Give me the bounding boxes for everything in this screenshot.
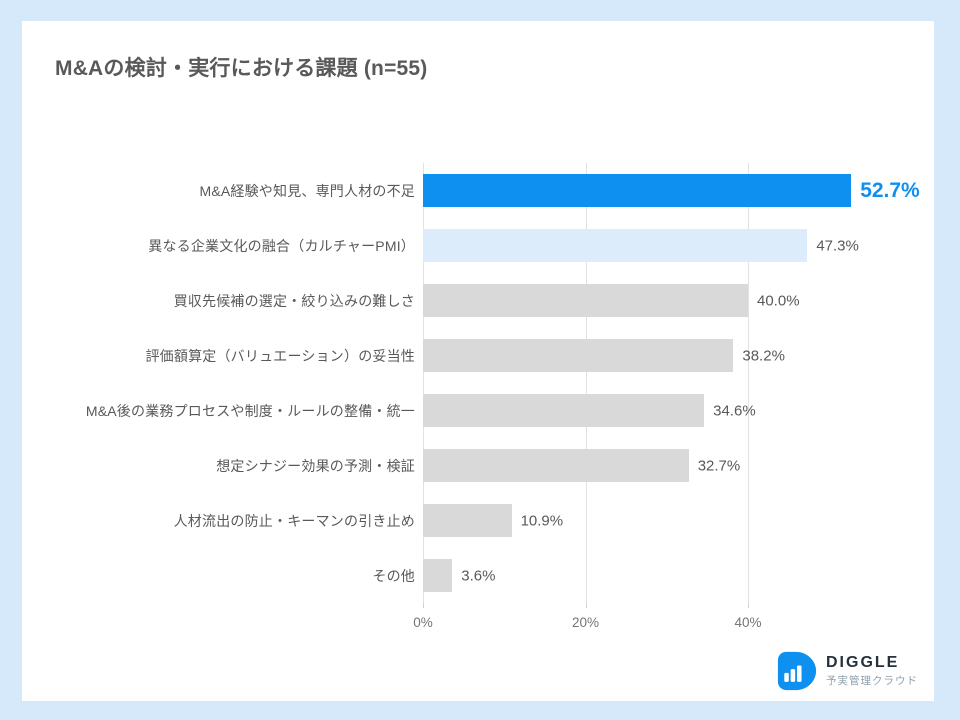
category-label: 想定シナジー効果の予測・検証 [216, 457, 415, 474]
brand-tagline: 予実管理クラウド [826, 675, 918, 687]
bar-value-label: 32.7% [697, 457, 741, 474]
category-label: M&A経験や知見、専門人材の不足 [199, 182, 415, 199]
gridline [423, 163, 424, 603]
bar-value-label: 38.2% [742, 347, 785, 364]
bar-value-label: 47.3% [816, 237, 859, 254]
category-label: 評価額算定（バリュエーション）の妥当性 [145, 347, 415, 364]
category-label: 人材流出の防止・キーマンの引き止め [173, 512, 415, 529]
chart-title: M&Aの検討・実行における課題 (n=55) [55, 57, 428, 80]
x-tick-label: 0% [413, 615, 433, 630]
bar-value-label: 34.6% [713, 402, 756, 419]
category-labels: M&A経験や知見、専門人材の不足異なる企業文化の融合（カルチャーPMI） 買収先候… [22, 163, 415, 603]
bar [423, 339, 734, 372]
bar [423, 559, 453, 592]
category-label: 異なる企業文化の融合（カルチャーPMI） [148, 237, 415, 254]
bar [423, 394, 705, 427]
plot-area: 52.7% 47.3% 40.0% 38.2% 34.6% 32.7% 10.9% 3.6% [423, 163, 928, 603]
category-label: その他 [372, 567, 415, 584]
x-tick-mark [748, 603, 749, 608]
x-tick-mark [423, 603, 424, 608]
bar [423, 504, 512, 537]
bar [423, 449, 689, 482]
bar-value-label: 40.0% [757, 292, 800, 309]
x-tick-label: 20% [571, 615, 600, 630]
x-tick-mark [585, 603, 587, 608]
gridline [748, 163, 749, 603]
x-axis: 0% 20% 40% [413, 603, 928, 643]
diggle-d-bar-chart-icon [777, 651, 817, 691]
bar-value-label: 3.6% [461, 567, 496, 584]
chart-card: M&Aの検討・実行における課題 (n=55) M&A経験や知見、専門人材の不足異… [22, 21, 934, 701]
brand-name: DIGGLE [826, 654, 900, 671]
bar-value-label: 10.9% [520, 512, 564, 529]
logo-text-block: DIGGLE 予実管理クラウド [826, 654, 918, 688]
gridline [585, 163, 587, 603]
bar-value-label: 52.7% [860, 178, 920, 202]
x-tick-label: 40% [734, 615, 762, 630]
bar [423, 229, 808, 262]
category-label: 買収先候補の選定・絞り込みの難しさ [173, 292, 415, 309]
category-label: M&A後の業務プロセスや制度・ルールの整備・統一 [85, 402, 415, 419]
brand-logo: DIGGLE 予実管理クラウド [777, 651, 918, 691]
bar [423, 284, 748, 317]
bar [423, 174, 852, 207]
